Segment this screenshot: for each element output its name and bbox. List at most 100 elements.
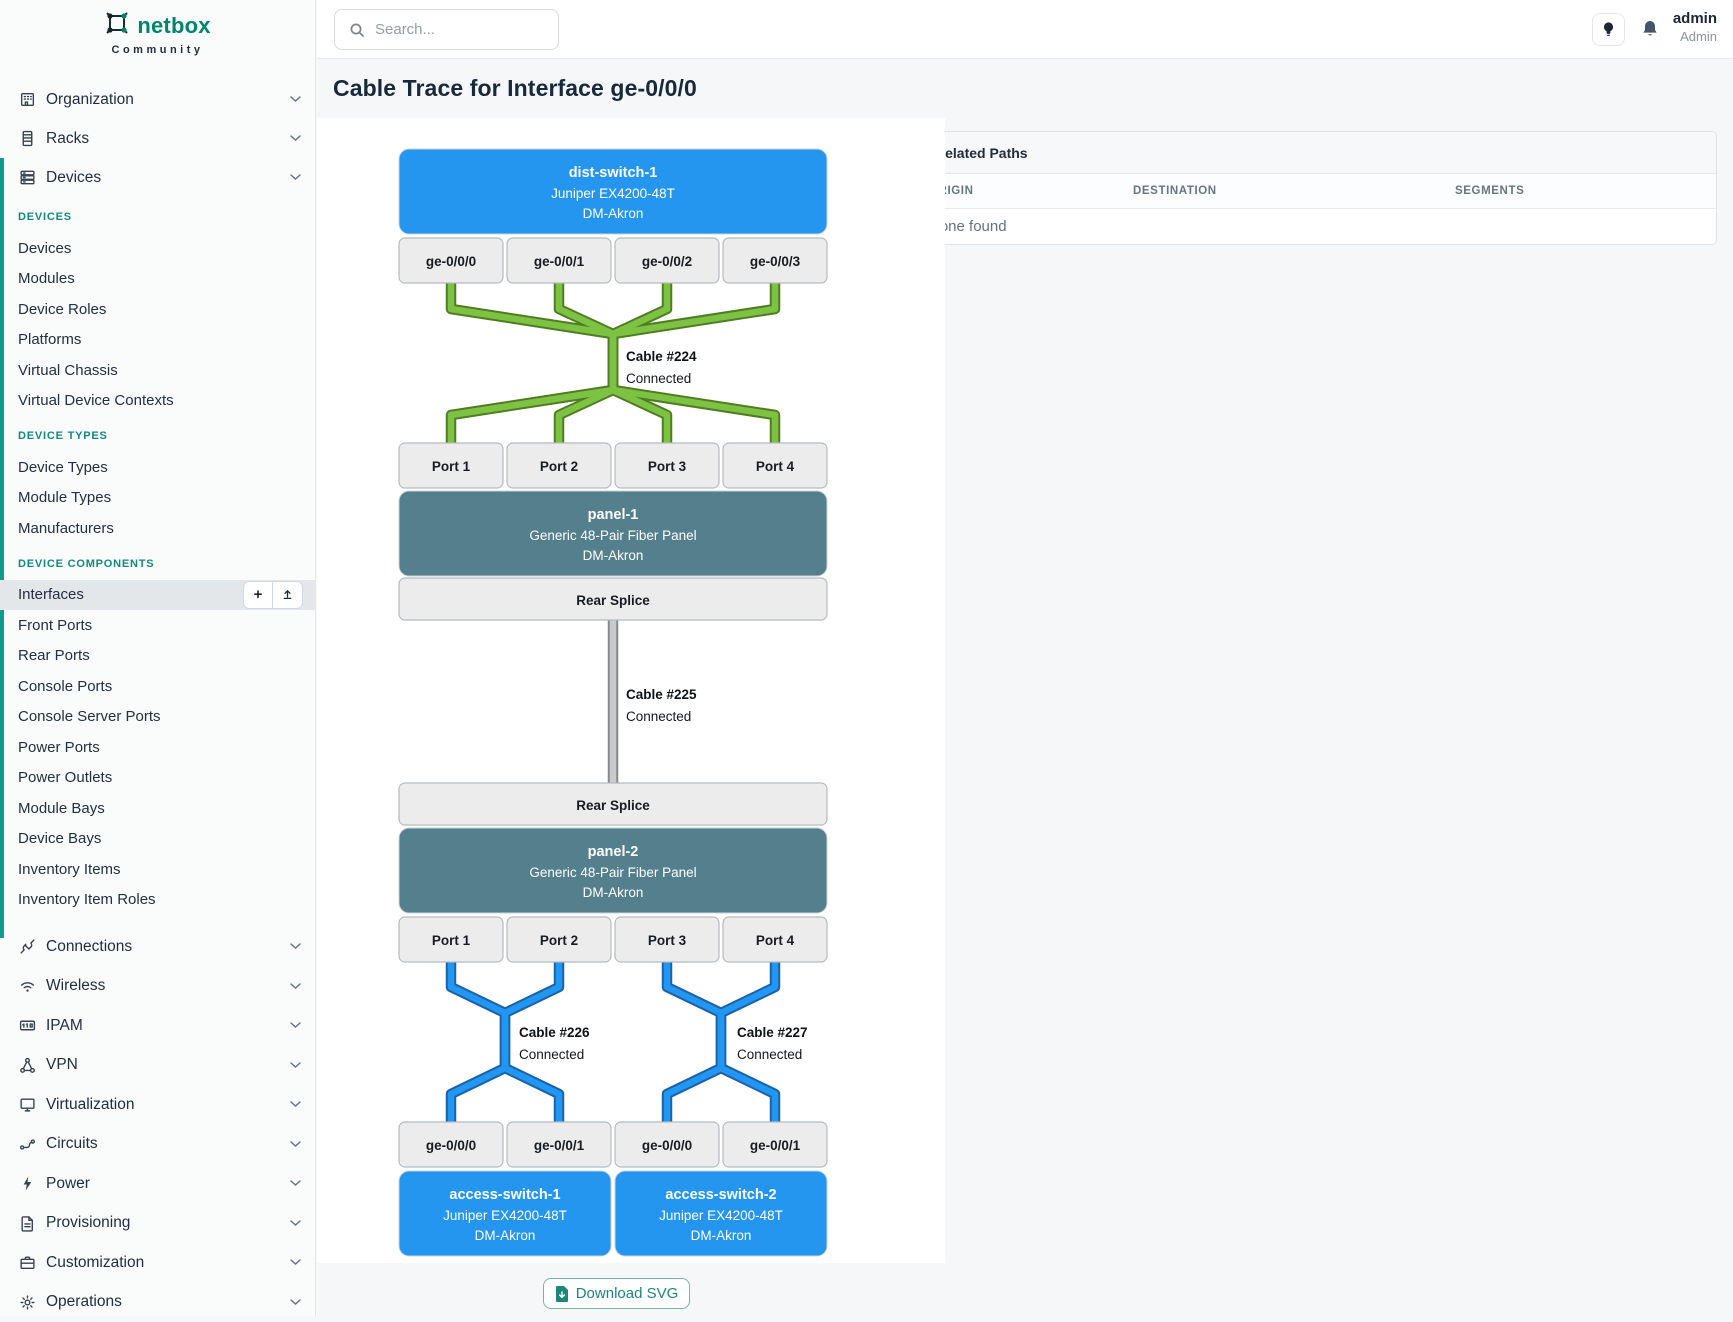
related-paths-empty-row: None found (919, 209, 1716, 244)
column-header-destination: DESTINATION (1123, 185, 1445, 197)
chevron-down-icon (290, 96, 301, 103)
download-svg-button[interactable]: Download SVG (543, 1278, 690, 1309)
cable-label[interactable]: Cable #227 (737, 1025, 808, 1040)
related-paths-title: Related Paths (919, 132, 1716, 174)
port-label: Port 3 (648, 459, 687, 474)
sidebar: netbox Community Organization Racks Devi… (0, 0, 316, 1316)
sidebar-group-wireless[interactable]: Wireless (0, 967, 315, 1007)
sidebar-item-label: Interfaces (18, 586, 84, 603)
sidebar-group-connections[interactable]: Connections (0, 927, 315, 967)
sidebar-item-front-ports[interactable]: Front Ports (0, 610, 315, 641)
sidebar-group-vpn[interactable]: VPN (0, 1046, 315, 1086)
sidebar-group-provisioning[interactable]: Provisioning (0, 1204, 315, 1244)
sidebar-item-module-bays[interactable]: Module Bays (0, 793, 315, 824)
building-icon (19, 91, 36, 108)
cable-227-segment[interactable] (667, 962, 721, 1122)
download-svg-label: Download SVG (576, 1285, 679, 1302)
theme-toggle-button[interactable] (1592, 13, 1625, 46)
sidebar-group-organization[interactable]: Organization (0, 80, 315, 119)
sidebar-group-circuits[interactable]: Circuits (0, 1125, 315, 1165)
port-label: ge-0/0/1 (750, 1138, 801, 1153)
port-label: ge-0/0/3 (750, 254, 801, 269)
cable-226-segment[interactable] (451, 962, 505, 1122)
sidebar-item-modules[interactable]: Modules (0, 264, 315, 295)
sidebar-item-device-bays[interactable]: Device Bays (0, 824, 315, 855)
cable-label[interactable]: Cable #226 (519, 1025, 590, 1040)
search-input[interactable] (375, 21, 535, 38)
plug-icon (19, 938, 36, 955)
briefcase-icon (19, 1254, 36, 1271)
lightbulb-icon (1601, 21, 1616, 38)
cable-status: Connected (626, 371, 691, 386)
port-label: Port 1 (432, 459, 471, 474)
sidebar-section-header-devices: DEVICES (0, 197, 315, 233)
sidebar-item-virtual-chassis[interactable]: Virtual Chassis (0, 355, 315, 386)
chevron-down-icon (290, 1220, 301, 1227)
port-label: ge-0/0/0 (426, 1138, 476, 1153)
sidebar-group-label: Provisioning (46, 1214, 130, 1232)
column-header-origin: ORIGIN (919, 185, 1123, 197)
wifi-icon (19, 978, 36, 995)
cable-trace-diagram: Cable #224 Connected Cable #225 Connecte… (317, 118, 945, 1263)
add-button[interactable]: + (243, 581, 273, 609)
device-name: panel-1 (588, 507, 639, 523)
sidebar-group-operations[interactable]: Operations (0, 1283, 315, 1322)
related-paths-header-row: ORIGIN DESTINATION SEGMENTS (919, 174, 1716, 209)
cable-label[interactable]: Cable #225 (626, 687, 697, 702)
sidebar-item-inventory-items[interactable]: Inventory Items (0, 854, 315, 885)
sidebar-item-inventory-item-roles[interactable]: Inventory Item Roles (0, 885, 315, 916)
sidebar-item-devices[interactable]: Devices (0, 233, 315, 264)
sidebar-item-device-roles[interactable]: Device Roles (0, 294, 315, 325)
chevron-down-icon (290, 1101, 301, 1108)
chevron-down-icon (290, 1180, 301, 1187)
rack-icon (19, 130, 36, 147)
sidebar-group-power[interactable]: Power (0, 1164, 315, 1204)
user-menu[interactable]: admin Admin (1673, 9, 1717, 45)
server-stack-icon (19, 169, 36, 186)
sidebar-item-device-types[interactable]: Device Types (0, 452, 315, 483)
sidebar-item-manufacturers[interactable]: Manufacturers (0, 513, 315, 544)
search-box (334, 9, 559, 50)
sidebar-item-console-ports[interactable]: Console Ports (0, 671, 315, 702)
import-button[interactable] (273, 581, 303, 609)
sidebar-group-ipam[interactable]: IPAM (0, 1006, 315, 1046)
cable-status: Connected (519, 1047, 584, 1062)
chevron-down-icon (290, 135, 301, 142)
sidebar-item-rear-ports[interactable]: Rear Ports (0, 641, 315, 672)
cable-label[interactable]: Cable #224 (626, 349, 697, 364)
circuit-icon (19, 1136, 36, 1153)
device-model: Juniper EX4200-48T (659, 1208, 783, 1223)
sidebar-section-header-device-components: DEVICE COMPONENTS (0, 544, 315, 580)
sidebar-item-interfaces[interactable]: Interfaces + (0, 580, 315, 611)
network-nodes-icon (19, 1057, 36, 1074)
sidebar-group-label: Virtualization (46, 1096, 134, 1114)
sidebar-group-customization[interactable]: Customization (0, 1243, 315, 1283)
rear-splice-label: Rear Splice (576, 798, 650, 813)
sidebar-group-label: Power (46, 1175, 90, 1193)
sidebar-item-module-types[interactable]: Module Types (0, 483, 315, 514)
sidebar-item-platforms[interactable]: Platforms (0, 325, 315, 356)
ipam-icon (19, 1017, 36, 1034)
sidebar-section-header-device-types: DEVICE TYPES (0, 416, 315, 452)
port-label: ge-0/0/1 (534, 1138, 585, 1153)
device-site: DM-Akron (691, 1228, 752, 1243)
sidebar-item-virtual-device-contexts[interactable]: Virtual Device Contexts (0, 386, 315, 417)
sidebar-group-devices[interactable]: Devices (0, 158, 315, 197)
chevron-down-icon (290, 1259, 301, 1266)
sidebar-item-power-outlets[interactable]: Power Outlets (0, 763, 315, 794)
chevron-down-icon (290, 1299, 301, 1306)
sidebar-group-label: Wireless (46, 977, 105, 995)
sidebar-item-console-server-ports[interactable]: Console Server Ports (0, 702, 315, 733)
brand[interactable]: netbox Community (0, 0, 315, 80)
port-label: ge-0/0/0 (642, 1138, 692, 1153)
device-model: Juniper EX4200-48T (551, 186, 675, 201)
sidebar-group-virtualization[interactable]: Virtualization (0, 1085, 315, 1125)
sidebar-group-racks[interactable]: Racks (0, 119, 315, 158)
device-model: Juniper EX4200-48T (443, 1208, 567, 1223)
brand-name: netbox (137, 13, 210, 39)
sidebar-item-power-ports[interactable]: Power Ports (0, 732, 315, 763)
port-label: ge-0/0/2 (642, 254, 692, 269)
page-title: Cable Trace for Interface ge-0/0/0 (333, 75, 697, 102)
notifications-button[interactable] (1641, 19, 1661, 41)
cable-224-segment[interactable] (451, 283, 613, 443)
